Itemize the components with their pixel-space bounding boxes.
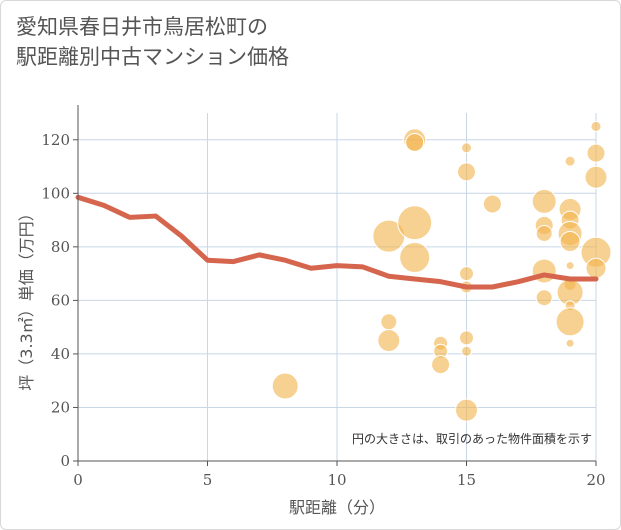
bubble-12	[457, 162, 476, 182]
x-tick-label-4: 20	[586, 471, 605, 489]
bubble-15	[459, 330, 474, 346]
bubble-2	[377, 329, 401, 353]
line-layer	[75, 194, 599, 290]
bubble-10	[431, 355, 451, 375]
bubble-39	[585, 257, 607, 279]
bubble-37	[584, 165, 608, 189]
bubble-35	[590, 120, 602, 132]
y-axis-label: 坪（3.3㎡）単価（万円）	[17, 205, 36, 390]
bubble-28	[559, 230, 581, 252]
bubble-0	[271, 372, 299, 400]
average-price-line	[75, 194, 599, 290]
x-axis-label: 駅距離（分）	[289, 498, 385, 517]
y-tick-label-5: 100	[41, 184, 70, 202]
y-tick-label-4: 80	[51, 238, 70, 256]
y-tick-label-3: 60	[51, 291, 70, 309]
x-tick-label-1: 5	[203, 471, 213, 489]
bubble-7	[399, 242, 431, 274]
x-tick-label-0: 0	[73, 471, 83, 489]
bubble-33	[555, 307, 585, 337]
bubble-19	[531, 188, 557, 214]
bubble-11	[461, 142, 472, 154]
bubble-17	[455, 398, 478, 422]
chart-title-line-2: 駅距離別中古マンション価格	[16, 45, 289, 69]
bubble-16	[461, 345, 472, 357]
x-tick-label-3: 15	[457, 471, 476, 489]
bubble-size-note: 円の大きさは、取引のあった物件面積を示す	[352, 431, 592, 446]
bubble-6	[397, 205, 433, 241]
bubble-34	[565, 338, 575, 348]
bubble-23	[535, 289, 553, 307]
tick-layer: 0 5 10 15 20 0 20 40 60 80 100 120	[41, 131, 605, 489]
chart-title: 愛知県春日井市鳥居松町の 駅距離別中古マンション価格	[16, 12, 289, 72]
chart-title-line-1: 愛知県春日井市鳥居松町の	[16, 15, 268, 39]
bubble-29	[565, 261, 575, 271]
y-tick-label-2: 40	[51, 345, 70, 363]
bubble-24	[564, 155, 576, 167]
bubble-5	[405, 132, 425, 152]
y-tick-label-6: 120	[41, 131, 70, 149]
y-tick-label-1: 20	[51, 398, 70, 416]
y-tick-label-0: 0	[60, 452, 70, 470]
bubble-18	[482, 194, 502, 214]
bubble-13	[459, 266, 474, 282]
x-tick-label-2: 10	[327, 471, 346, 489]
grid-layer	[78, 113, 597, 461]
bubble-36	[586, 143, 606, 163]
bubble-1	[380, 313, 398, 331]
bubble-layer	[271, 120, 612, 422]
bubble-21	[535, 224, 553, 242]
